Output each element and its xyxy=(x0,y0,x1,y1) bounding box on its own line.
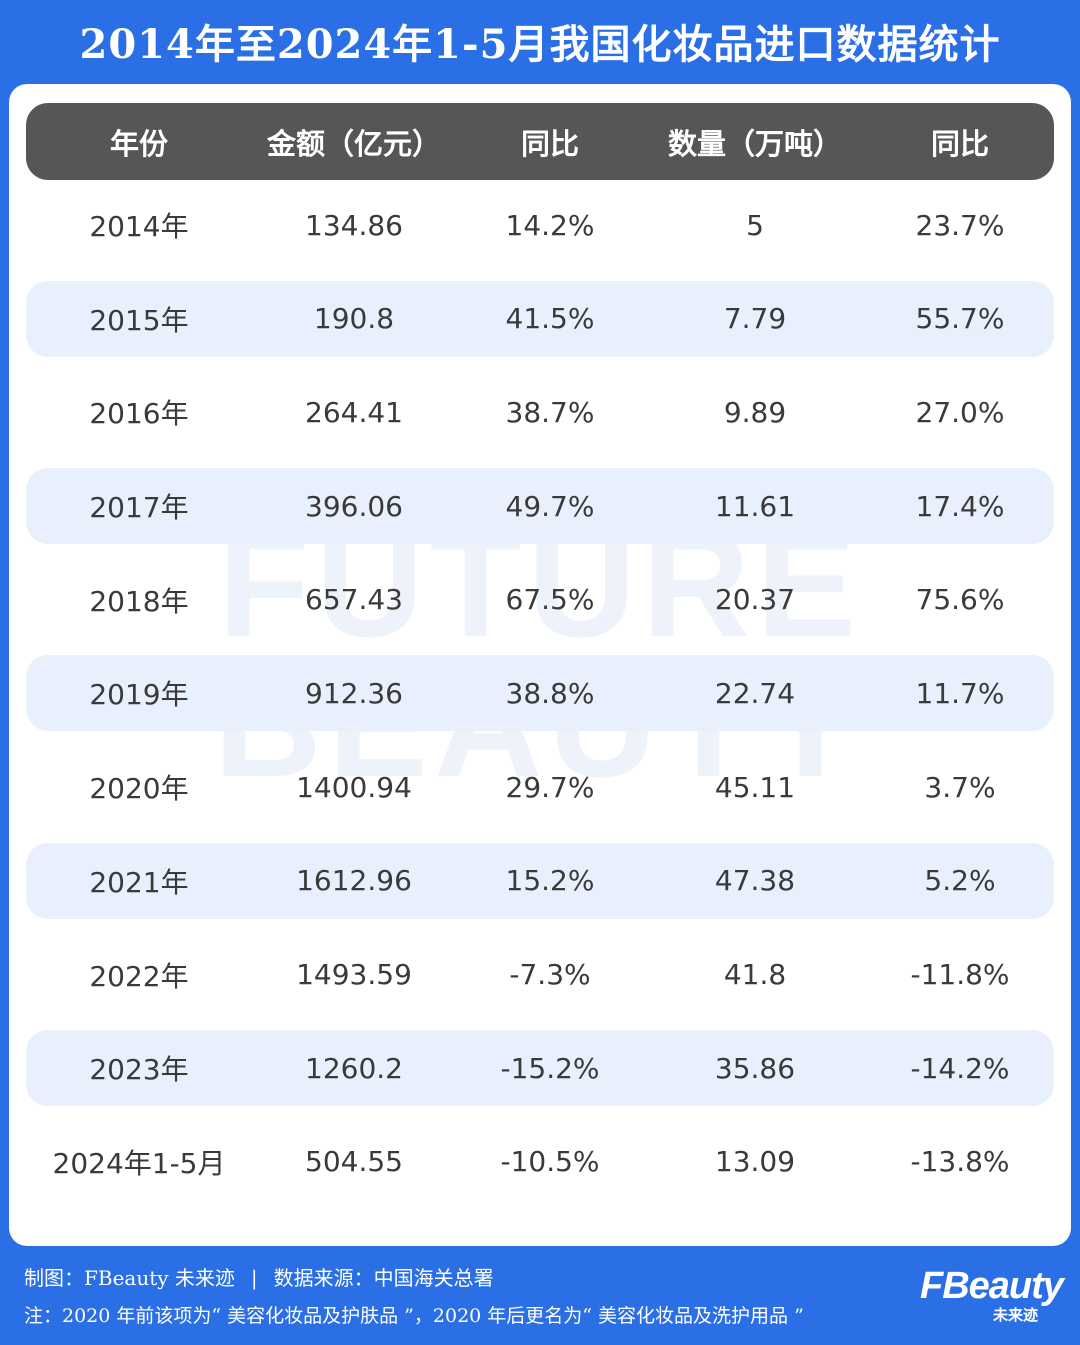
footer-source: 数据来源：中国海关总署 xyxy=(273,1266,494,1290)
header-year: 年份 xyxy=(109,126,168,161)
cell-year: 2019年 xyxy=(89,678,189,712)
cell-volume-yoy: 3.7% xyxy=(924,770,996,804)
cell-amount: 396.06 xyxy=(305,489,403,523)
header-volume-yoy: 同比 xyxy=(930,126,989,161)
logo-brand: FBeauty xyxy=(920,1265,1064,1307)
cell-year: 2024年1-5月 xyxy=(52,1146,226,1180)
cell-amount-yoy: -10.5% xyxy=(500,1145,600,1179)
table-row: 2023年 1260.2 -15.2% 35.86 -14.2% xyxy=(26,1030,1054,1107)
table-row: 2021年 1612.96 15.2% 47.38 5.2% xyxy=(26,842,1054,919)
cell-amount: 504.55 xyxy=(305,1145,403,1179)
cell-year: 2023年 xyxy=(89,1053,189,1087)
cell-volume-yoy: -13.8% xyxy=(910,1145,1010,1179)
table-row: 2017年 396.06 49.7% 11.61 17.4% xyxy=(26,468,1054,545)
fbeauty-logo: FBeauty 未来迹 xyxy=(920,1265,1064,1330)
table-header: 年份 金额（亿元） 同比 数量（万吨） 同比 xyxy=(26,103,1054,180)
cell-volume-yoy: 55.7% xyxy=(915,302,1005,336)
header-amount: 金额（亿元） xyxy=(266,126,441,161)
cell-volume-yoy: 75.6% xyxy=(915,583,1005,617)
cell-volume-yoy: 5.2% xyxy=(924,864,996,898)
cell-amount: 1493.59 xyxy=(296,958,412,991)
cell-volume-yoy: -14.2% xyxy=(910,1051,1010,1085)
cell-volume: 13.09 xyxy=(714,1145,796,1179)
cell-amount: 1612.96 xyxy=(296,864,412,898)
cell-volume-yoy: 23.7% xyxy=(915,208,1005,242)
cell-amount-yoy: -15.2% xyxy=(500,1051,600,1085)
header-volume: 数量（万吨） xyxy=(667,126,842,161)
table-row: 2024年1-5月 504.55 -10.5% 13.09 -13.8% xyxy=(26,1124,1054,1200)
cell-amount-yoy: -7.3% xyxy=(509,958,591,991)
footer: 制图：FBeauty 未来迹 | 数据来源：中国海关总署 注：2020 年前该项… xyxy=(24,1262,804,1332)
cell-volume: 35.86 xyxy=(714,1051,796,1085)
cell-amount: 190.8 xyxy=(313,302,395,336)
cell-year: 2020年 xyxy=(89,772,189,806)
logo-sub: 未来迹 xyxy=(992,1306,1038,1324)
cell-volume: 47.38 xyxy=(714,864,796,898)
cell-amount-yoy: 15.2% xyxy=(505,864,595,898)
cell-year: 2014年 xyxy=(89,210,189,243)
cell-volume-yoy: 17.4% xyxy=(915,489,1005,523)
cell-year: 2017年 xyxy=(89,491,189,525)
cell-year: 2022年 xyxy=(89,959,189,993)
table-row: 2019年 912.36 38.8% 22.74 11.7% xyxy=(26,655,1054,732)
cell-year: 2018年 xyxy=(89,584,189,618)
cell-volume-yoy: 27.0% xyxy=(915,395,1005,429)
cell-amount-yoy: 14.2% xyxy=(505,208,595,242)
footer-credit: 制图：FBeauty 未来迹 xyxy=(24,1266,235,1290)
table-row: 2020年 1400.94 29.7% 45.11 3.7% xyxy=(26,749,1054,825)
cell-amount: 264.41 xyxy=(305,395,403,429)
footer-separator: | xyxy=(250,1266,258,1290)
cell-volume: 7.79 xyxy=(723,302,787,336)
footer-note: 注：2020 年前该项为“ 美容化妆品及护肤品 ”，2020 年后更名为“ 美容… xyxy=(24,1305,804,1327)
cell-volume-yoy: 11.7% xyxy=(915,676,1005,710)
cell-volume: 5 xyxy=(746,208,764,242)
cell-volume: 11.61 xyxy=(714,489,796,523)
table-row: 2022年 1493.59 -7.3% 41.8 -11.8% xyxy=(26,937,1054,1013)
cell-amount-yoy: 29.7% xyxy=(505,770,595,804)
table-card: FUTURE BEAUTY 年份 金额（亿元） 同比 数量（万吨） 同比 201… xyxy=(9,84,1071,1246)
cell-volume: 41.8 xyxy=(723,958,787,991)
cell-amount-yoy: 49.7% xyxy=(505,489,595,523)
cell-amount-yoy: 41.5% xyxy=(505,302,595,336)
cell-amount: 1400.94 xyxy=(296,770,412,804)
cell-amount: 134.86 xyxy=(305,208,403,242)
table-row: 2016年 264.41 38.7% 9.89 27.0% xyxy=(26,374,1054,450)
cell-year: 2021年 xyxy=(89,865,189,899)
cell-volume: 45.11 xyxy=(714,770,796,804)
table-body: 2014年 134.86 14.2% 5 23.7% 2015年 190.8 41.5% 7.7… xyxy=(26,187,1054,1218)
cell-volume: 22.74 xyxy=(714,676,796,710)
page-title: 2014年至2024年1-5月我国化妆品进口数据统计 xyxy=(79,21,1001,68)
cell-year: 2015年 xyxy=(89,303,189,337)
cell-amount: 912.36 xyxy=(305,676,403,710)
cell-volume: 9.89 xyxy=(723,395,787,429)
cell-amount-yoy: 67.5% xyxy=(505,583,595,617)
table-row: 2014年 134.86 14.2% 5 23.7% xyxy=(26,187,1054,263)
cell-amount-yoy: 38.7% xyxy=(505,395,595,429)
header-amount-yoy: 同比 xyxy=(520,126,579,161)
cell-volume-yoy: -11.8% xyxy=(910,958,1010,991)
cell-amount-yoy: 38.8% xyxy=(505,676,595,710)
cell-amount: 1260.2 xyxy=(305,1051,403,1085)
cell-year: 2016年 xyxy=(89,397,189,431)
cell-volume: 20.37 xyxy=(714,583,796,617)
table-row: 2015年 190.8 41.5% 7.79 55.7% xyxy=(26,280,1054,357)
cell-amount: 657.43 xyxy=(305,583,403,617)
table-row: 2018年 657.43 67.5% 20.37 75.6% xyxy=(26,562,1054,638)
